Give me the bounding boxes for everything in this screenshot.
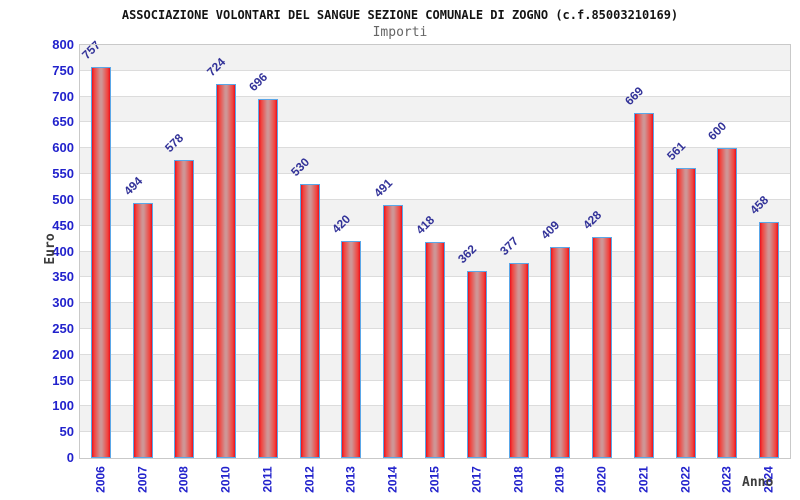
y-tick-label: 500 — [52, 191, 74, 207]
y-tick-label: 100 — [52, 398, 74, 414]
plot-band — [80, 70, 790, 97]
bar — [132, 202, 153, 458]
bar — [341, 241, 362, 458]
bar — [675, 168, 696, 458]
x-tick-label: 2011 — [260, 466, 275, 493]
plot-band — [80, 174, 790, 200]
plot-band — [80, 199, 790, 226]
gridline — [80, 198, 790, 200]
bar — [299, 184, 320, 458]
y-tick-label: 450 — [52, 217, 74, 233]
bar — [466, 271, 487, 458]
y-tick-label: 600 — [52, 140, 74, 156]
plot-band — [80, 96, 790, 123]
x-tick-label: 2010 — [218, 466, 233, 493]
bar — [633, 112, 654, 458]
chart-title: ASSOCIAZIONE VOLONTARI DEL SANGUE SEZION… — [121, 8, 679, 22]
bar — [90, 67, 111, 458]
y-tick-label: 650 — [52, 114, 74, 130]
chart-subtitle: Importi — [372, 25, 428, 40]
gridline — [80, 173, 790, 175]
y-tick-label: 250 — [52, 320, 74, 336]
y-tick-label: 700 — [52, 88, 74, 104]
x-tick-label: 2007 — [135, 466, 150, 493]
x-tick-label: 2021 — [636, 466, 651, 493]
x-tick-label: 2017 — [469, 466, 484, 493]
bar — [174, 159, 195, 458]
x-tick-label: 2013 — [343, 466, 358, 493]
y-axis-title: Euro — [43, 233, 58, 265]
gridline — [80, 121, 790, 123]
x-tick-label: 2023 — [719, 466, 734, 493]
gridline — [80, 69, 790, 71]
plot-area: 757 494 578 724 696 530 420 491 418 362 377 409 428 6… — [79, 38, 790, 458]
x-tick-label: 2014 — [385, 466, 400, 493]
x-tick-label: 2018 — [511, 466, 526, 493]
plot-band — [80, 148, 790, 175]
bar — [383, 204, 404, 458]
x-tick-label: 2020 — [594, 466, 609, 493]
bar — [508, 263, 529, 458]
x-tick-label: 2019 — [552, 466, 567, 493]
y-tick-label: 150 — [52, 372, 74, 388]
y-tick-label: 750 — [52, 62, 74, 78]
y-tick-label: 0 — [66, 450, 74, 465]
x-tick-label: 2008 — [176, 466, 191, 493]
bar — [717, 148, 738, 458]
y-tick-label: 800 — [52, 37, 74, 52]
x-tick-label: 2012 — [302, 466, 317, 493]
x-tick-label: 2015 — [427, 466, 442, 493]
y-tick-label: 300 — [52, 295, 74, 311]
gridline — [80, 147, 790, 149]
bar — [592, 237, 613, 458]
bar — [425, 242, 445, 458]
y-tick-label: 350 — [52, 269, 74, 285]
plot-band — [80, 122, 790, 149]
bar — [216, 84, 237, 458]
plot-band — [80, 45, 790, 71]
gridline — [80, 95, 790, 97]
y-tick-label: 550 — [52, 166, 74, 182]
bar — [257, 98, 278, 458]
y-tick-label: 200 — [52, 346, 74, 362]
y-tick-label: 400 — [52, 243, 74, 259]
gridline — [80, 224, 790, 226]
bar — [550, 246, 571, 458]
x-tick-label: 2022 — [678, 466, 693, 493]
bar — [759, 221, 780, 458]
x-tick-label: 2006 — [93, 466, 108, 493]
x-axis-title: Anno — [742, 475, 774, 490]
y-tick-label: 50 — [59, 424, 74, 440]
